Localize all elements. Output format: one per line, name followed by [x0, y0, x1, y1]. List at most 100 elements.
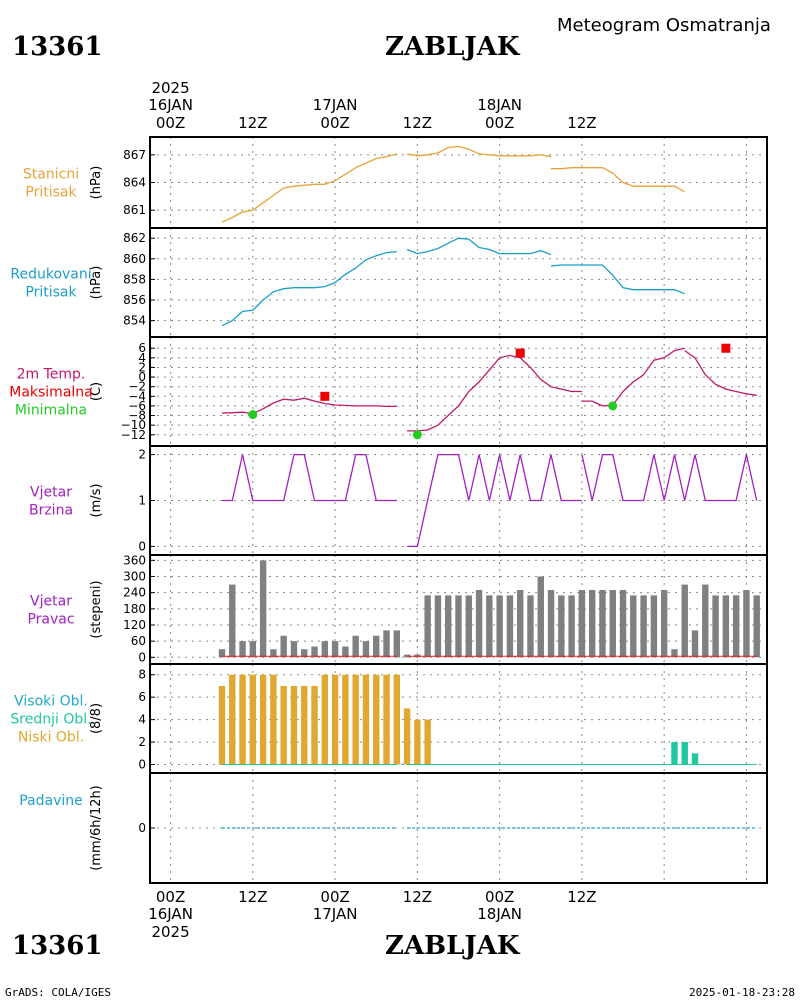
- top-axis-date: 17JAN: [313, 96, 358, 114]
- panel-label: Pritisak: [25, 285, 77, 301]
- series-line: [551, 167, 686, 193]
- top-axis-hour: 12Z: [238, 114, 267, 132]
- bar: [691, 630, 699, 658]
- bar: [301, 685, 308, 765]
- bar: [218, 649, 226, 658]
- bar: [229, 674, 236, 765]
- tmax-marker: [721, 343, 731, 353]
- bar: [373, 674, 380, 765]
- bottom-axis-year: 2025: [151, 923, 189, 941]
- y-tick-label: 300: [123, 570, 146, 584]
- tmax-marker: [515, 348, 525, 358]
- bar: [609, 589, 616, 658]
- station-name-bottom: ZABLJAK: [385, 931, 521, 961]
- panel-clouds: 0 2 4 6 8 (8/8)Visoki Obl. Srednji Obl. Niski O…: [10, 663, 768, 774]
- bar: [475, 589, 483, 658]
- footer-timestamp: 2025-01-18-23:28: [689, 986, 795, 999]
- panel-label: Minimalna: [15, 403, 87, 419]
- unit-label: (m/s): [89, 484, 104, 518]
- panel-label: Vjetar: [30, 594, 72, 610]
- top-axis-hour: 00Z: [320, 114, 349, 132]
- bar: [280, 685, 287, 765]
- bar: [732, 595, 740, 658]
- series-line: [684, 350, 757, 396]
- bar: [403, 654, 411, 658]
- panel-label: Pritisak: [25, 185, 77, 201]
- panel-label: 2m Temp.: [17, 367, 86, 383]
- bar: [743, 589, 750, 658]
- bar: [527, 595, 534, 658]
- bar: [249, 674, 257, 765]
- bottom-axis-hour: 00Z: [156, 888, 185, 906]
- bar: [465, 595, 472, 658]
- y-tick-label: 120: [123, 618, 146, 632]
- footer-credit: GrADS: COLA/IGES: [5, 986, 111, 999]
- bar: [311, 685, 318, 765]
- top-axis-hour: 12Z: [567, 114, 596, 132]
- series-line: [581, 453, 758, 502]
- panel-station_pressure: 861 864 867 (hPa) Stanicni Pritisak: [23, 136, 768, 229]
- bar: [403, 708, 411, 765]
- y-tick-label: 858: [123, 272, 146, 286]
- bar: [331, 674, 339, 765]
- top-axis-date: 18JAN: [477, 96, 522, 114]
- y-tick-label: 2: [138, 448, 146, 462]
- bar: [671, 742, 678, 765]
- bar: [301, 649, 308, 658]
- y-tick-label: 854: [123, 314, 146, 328]
- top-axis-year: 2025: [151, 79, 189, 97]
- tmin-marker: [412, 430, 422, 440]
- bar: [455, 595, 462, 658]
- bar: [691, 753, 699, 765]
- bar: [568, 595, 575, 658]
- panel-label: Niski Obl.: [18, 730, 84, 746]
- y-tick-label: −4: [128, 389, 146, 403]
- series-line: [407, 354, 582, 432]
- series-line: [406, 145, 552, 158]
- bottom-axis-hour: 12Z: [403, 888, 432, 906]
- bar: [229, 584, 236, 658]
- y-tick-label: 2: [138, 735, 146, 749]
- bar: [424, 595, 431, 658]
- bar: [270, 649, 277, 658]
- series-line: [221, 153, 397, 223]
- y-tick-label: −8: [128, 409, 146, 423]
- y-tick-label: 856: [123, 293, 146, 307]
- bar: [619, 589, 627, 658]
- panel-precipitation: 0 (mm/6h/12h) Padavine: [19, 772, 768, 884]
- y-tick-label: −12: [121, 428, 146, 442]
- y-tick-label: 1: [138, 494, 146, 508]
- bar: [578, 589, 586, 658]
- bar: [681, 584, 688, 658]
- series-line: [221, 250, 397, 327]
- bar: [660, 589, 668, 658]
- y-tick-label: 240: [123, 586, 146, 600]
- y-tick-label: 0: [138, 821, 146, 835]
- bar: [712, 595, 719, 658]
- y-tick-label: 8: [138, 668, 146, 682]
- bar: [671, 649, 678, 658]
- station-id-top: 13361: [12, 32, 102, 62]
- top-axis-hour: 12Z: [403, 114, 432, 132]
- bar: [259, 674, 267, 765]
- series-line: [407, 453, 582, 548]
- bar: [331, 641, 339, 658]
- bar: [383, 674, 390, 765]
- bar: [249, 641, 257, 658]
- bar: [537, 576, 544, 658]
- panel-frame: [149, 336, 768, 447]
- bar: [681, 742, 688, 765]
- y-tick-label: 6: [138, 341, 146, 355]
- bar: [239, 674, 246, 765]
- tmin-marker: [248, 410, 258, 420]
- bar: [640, 595, 647, 658]
- panel-label: Padavine: [19, 793, 83, 809]
- y-tick-label: 4: [138, 351, 146, 365]
- bar: [321, 641, 329, 658]
- series-line: [406, 237, 552, 256]
- station-name-top: ZABLJAK: [385, 32, 521, 62]
- bottom-axis-hour: 00Z: [485, 888, 514, 906]
